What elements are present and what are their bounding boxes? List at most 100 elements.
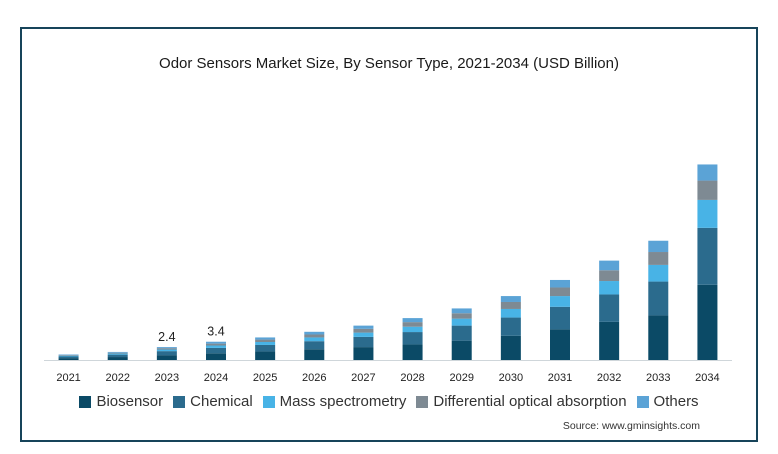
legend-swatch [79, 395, 92, 408]
bar-segment-biosensor-2027 [353, 347, 374, 360]
legend-label: Others [653, 393, 699, 410]
chart-frame: Odor Sensors Market Size, By Sensor Type… [20, 27, 758, 442]
bar-segment-mass-spectrometry-2034 [697, 199, 718, 228]
legend-swatch [173, 395, 186, 408]
bar-segment-biosensor-2023 [156, 355, 177, 360]
bar-segment-mass-spectrometry-2022 [107, 353, 128, 355]
bar-segment-mass-spectrometry-2029 [451, 318, 472, 326]
bar-segment-others-2032 [599, 260, 620, 271]
bar-segment-others-2023 [156, 347, 177, 349]
bar-segment-biosensor-2030 [500, 335, 521, 360]
bar-segment-others-2024 [206, 341, 226, 344]
bar-segment-differential-optical-absorption-2021 [58, 355, 79, 356]
x-tick-label-2031: 2031 [548, 372, 572, 384]
x-tick-label-2030: 2030 [499, 372, 523, 384]
legend-item-others: Others [636, 393, 699, 410]
bar-segment-chemical-2021 [58, 356, 79, 359]
bar-segment-others-2026 [304, 331, 325, 335]
bar-segment-others-2028 [402, 318, 423, 323]
source-note: Source: www.gminsights.com [562, 420, 700, 432]
bar-segment-mass-spectrometry-2023 [156, 349, 177, 352]
x-tick-label-2027: 2027 [351, 372, 375, 384]
chart-legend: Biosensor Chemical Mass spectrometry Differ… [22, 393, 756, 410]
data-label-2023: 2.4 [158, 330, 175, 344]
bar-segment-biosensor-2024 [206, 353, 226, 360]
bar-segment-others-2034 [697, 164, 718, 181]
bar-segment-biosensor-2022 [107, 357, 128, 360]
bar-segment-biosensor-2032 [599, 321, 620, 360]
bar-segment-biosensor-2028 [402, 344, 423, 360]
x-tick-label-2026: 2026 [302, 372, 326, 384]
bar-segment-biosensor-2031 [550, 329, 570, 360]
bar-segment-others-2031 [550, 279, 570, 288]
bar-segment-chemical-2033 [648, 281, 669, 316]
data-label-2024: 3.4 [207, 325, 224, 339]
x-tick-label-2024: 2024 [204, 372, 228, 384]
legend-item-chemical: Chemical [173, 393, 253, 410]
legend-item-mass-spectrometry: Mass spectrometry [262, 393, 407, 410]
x-tick-label-2023: 2023 [155, 372, 179, 384]
x-tick-label-2033: 2033 [646, 372, 670, 384]
bar-segment-mass-spectrometry-2031 [550, 296, 570, 307]
bar-segment-mass-spectrometry-2026 [304, 337, 325, 342]
legend-label: Differential optical absorption [433, 393, 627, 410]
bar-segment-chemical-2024 [206, 347, 226, 354]
bar-segment-differential-optical-absorption-2027 [353, 328, 374, 333]
bar-segment-mass-spectrometry-2028 [402, 326, 423, 333]
x-tick-label-2028: 2028 [400, 372, 424, 384]
x-tick-label-2021: 2021 [56, 372, 80, 384]
x-tick-label-2032: 2032 [597, 372, 621, 384]
bar-segment-chemical-2030 [500, 317, 521, 336]
bar-segment-mass-spectrometry-2024 [206, 345, 226, 348]
bar-segment-biosensor-2029 [451, 340, 472, 360]
legend-label: Biosensor [96, 393, 164, 410]
bar-segment-mass-spectrometry-2033 [648, 264, 669, 282]
bar-segment-chemical-2028 [402, 332, 423, 345]
bar-segment-others-2033 [648, 240, 669, 253]
bar-segment-others-2025 [255, 337, 276, 340]
bar-segment-chemical-2027 [353, 336, 374, 348]
bar-segment-others-2021 [58, 354, 79, 356]
bar-segment-differential-optical-absorption-2034 [697, 180, 718, 200]
x-tick-label-2034: 2034 [695, 372, 719, 384]
bar-segment-mass-spectrometry-2027 [353, 332, 374, 337]
legend-item-biosensor: Biosensor [79, 393, 163, 410]
bar-segment-differential-optical-absorption-2033 [648, 252, 669, 265]
bar-segment-differential-optical-absorption-2028 [402, 322, 423, 327]
legend-label: Chemical [190, 393, 253, 410]
bar-segment-chemical-2022 [107, 354, 128, 358]
legend-label: Mass spectrometry [279, 393, 407, 410]
legend-swatch [416, 395, 429, 408]
bar-segment-differential-optical-absorption-2032 [599, 270, 620, 282]
chart-title: Odor Sensors Market Size, By Sensor Type… [159, 55, 619, 72]
bar-segment-differential-optical-absorption-2024 [206, 343, 226, 346]
bar-segment-biosensor-2034 [697, 284, 718, 360]
bar-segment-others-2030 [500, 296, 521, 302]
bar-segment-differential-optical-absorption-2025 [255, 339, 276, 343]
bar-segment-biosensor-2026 [304, 349, 325, 360]
bar-segment-others-2022 [107, 351, 128, 353]
bar-segment-others-2029 [451, 308, 472, 314]
bar-segment-biosensor-2021 [58, 358, 79, 360]
legend-swatch [636, 395, 649, 408]
bar-segment-mass-spectrometry-2021 [58, 355, 79, 357]
bar-segment-chemical-2029 [451, 325, 472, 341]
bar-segment-chemical-2032 [599, 294, 620, 322]
bar-segment-differential-optical-absorption-2026 [304, 334, 325, 338]
x-tick-label-2025: 2025 [253, 372, 277, 384]
bar-segment-differential-optical-absorption-2029 [451, 313, 472, 319]
bar-segment-others-2027 [353, 325, 374, 329]
bar-segment-chemical-2034 [697, 227, 718, 285]
bar-segment-chemical-2026 [304, 341, 325, 350]
bar-segment-differential-optical-absorption-2022 [107, 352, 128, 354]
legend-item-differential-optical-absorption: Differential optical absorption [416, 393, 627, 410]
chart-plot: 2021 2022 2.4 2023 3.4 2024 2025 2026 2027 2028 20… [44, 164, 732, 384]
bar-segment-biosensor-2025 [255, 351, 276, 360]
bar-segment-mass-spectrometry-2032 [599, 281, 620, 295]
bar-segment-differential-optical-absorption-2030 [500, 301, 521, 309]
bar-segment-chemical-2025 [255, 344, 276, 352]
x-tick-label-2022: 2022 [105, 372, 129, 384]
bar-segment-biosensor-2033 [648, 315, 669, 360]
legend-swatch [262, 395, 275, 408]
bar-segment-differential-optical-absorption-2031 [550, 287, 570, 297]
